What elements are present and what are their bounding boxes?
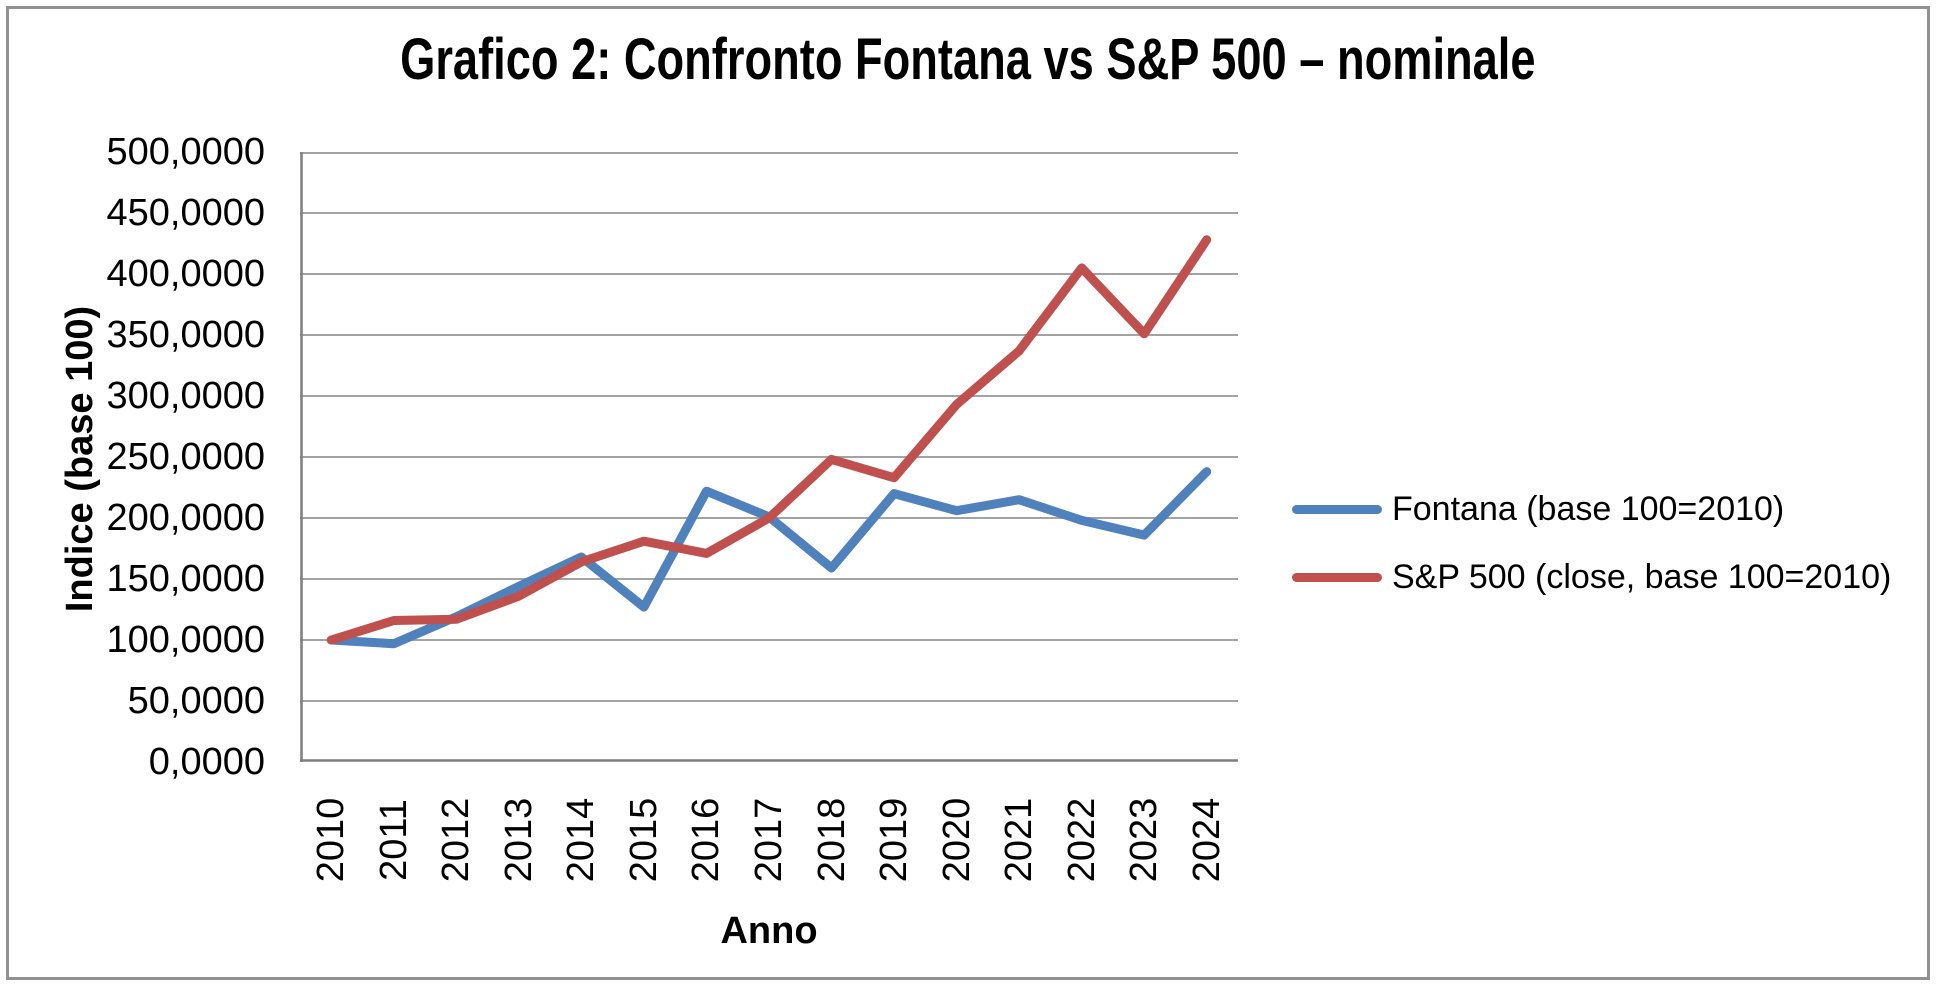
y-tick-label: 0,0000 <box>148 741 265 783</box>
x-tick-label: 2019 <box>873 797 916 883</box>
x-tick-label: 2023 <box>1123 797 1166 883</box>
x-tick-label: 2020 <box>935 797 978 883</box>
x-tick-label: 2024 <box>1185 797 1228 883</box>
y-tick-label: 500,0000 <box>106 131 266 173</box>
plot-svg <box>300 152 1238 762</box>
legend-swatch-icon <box>1292 572 1382 582</box>
y-tick-label: 150,0000 <box>106 558 266 600</box>
x-tick-label: 2022 <box>1060 797 1103 883</box>
y-tick-label: 400,0000 <box>106 253 266 295</box>
y-tick-label: 50,0000 <box>127 680 265 722</box>
legend-label: S&P 500 (close, base 100=2010) <box>1392 558 1892 596</box>
x-tick-label: 2010 <box>310 797 353 883</box>
y-tick-label: 300,0000 <box>106 375 266 417</box>
legend-swatch-icon <box>1292 504 1382 514</box>
y-tick-label: 450,0000 <box>106 192 266 234</box>
chart-title: Grafico 2: Confronto Fontana vs S&P 500 … <box>0 26 1936 93</box>
x-tick-label: 2018 <box>810 797 853 883</box>
y-tick-label: 250,0000 <box>106 436 266 478</box>
legend-item: S&P 500 (close, base 100=2010) <box>1292 550 1891 604</box>
x-tick-label: 2021 <box>998 797 1041 883</box>
legend-label: Fontana (base 100=2010) <box>1392 490 1785 528</box>
x-tick-label: 2012 <box>435 797 478 883</box>
y-tick-label: 200,0000 <box>106 497 266 539</box>
y-tick-label: 100,0000 <box>106 619 266 661</box>
x-axis-title: Anno <box>720 910 818 952</box>
x-tick-label: 2011 <box>372 799 415 881</box>
chart-title-text: Grafico 2: Confronto Fontana vs S&P 500 … <box>400 27 1536 92</box>
x-tick-label: 2013 <box>497 797 540 883</box>
x-tick-label: 2014 <box>560 797 603 883</box>
series-line-1 <box>326 235 1212 645</box>
y-tick-label: 350,0000 <box>106 314 266 356</box>
legend-item: Fontana (base 100=2010) <box>1292 482 1784 536</box>
x-tick-label: 2017 <box>748 797 790 883</box>
x-tick-label: 2016 <box>685 797 728 883</box>
plot-area <box>300 152 1238 762</box>
x-tick-label: 2015 <box>622 797 665 883</box>
